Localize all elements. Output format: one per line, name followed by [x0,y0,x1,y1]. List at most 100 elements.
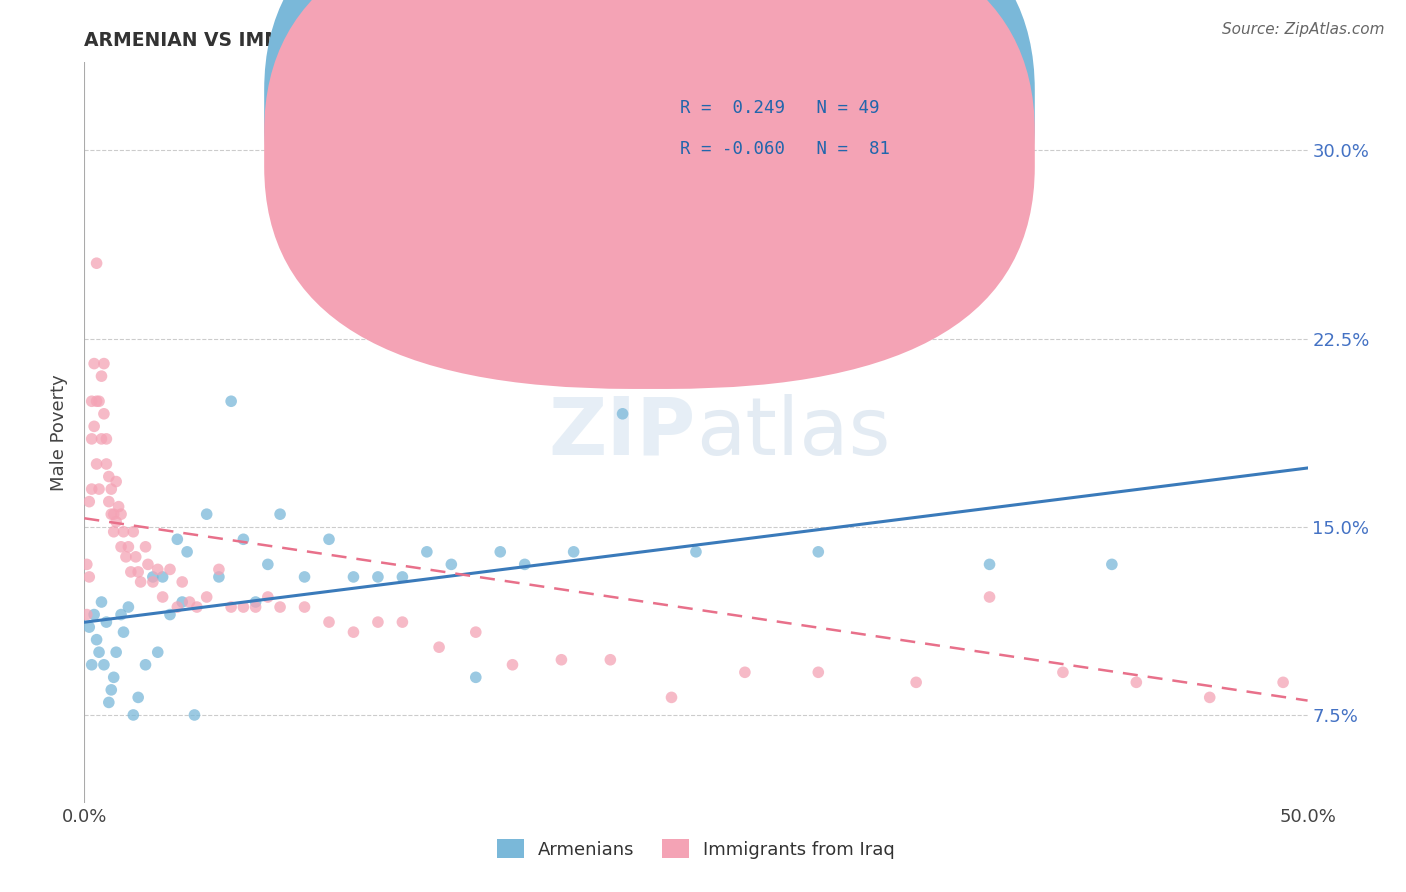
Point [342,570,364,584]
Point [186,600,208,615]
Point [269,507,291,521]
Point [513,558,536,572]
Point [103,524,125,539]
Point [502,657,524,672]
Point [1333,665,1355,680]
Point [76,607,98,622]
FancyBboxPatch shape [610,73,922,181]
Point [136,558,159,572]
Point [416,545,439,559]
Point [257,558,280,572]
Point [90,595,112,609]
Point [1369,653,1392,667]
Point [127,565,149,579]
Point [86,394,108,409]
Point [1358,565,1381,579]
Point [734,665,756,680]
Point [110,540,132,554]
Point [176,545,198,559]
Point [562,545,585,559]
Point [208,570,231,584]
Point [257,590,280,604]
Point [122,708,145,723]
Point [112,625,135,640]
Point [117,600,139,615]
Point [107,500,129,514]
Point [294,600,316,615]
Point [103,670,125,684]
Point [93,657,115,672]
Point [318,615,340,629]
Point [245,595,267,609]
Point [269,600,291,615]
Point [105,475,128,489]
Point [172,595,194,609]
Point [166,533,188,547]
Point [122,524,145,539]
Point [110,607,132,622]
Point [195,507,218,521]
Point [87,645,110,659]
Point [146,645,169,659]
Point [489,545,512,559]
Point [129,574,152,589]
Text: ZIP: ZIP [548,393,696,472]
Point [427,640,450,655]
Point [179,595,201,609]
Point [685,545,707,559]
Point [90,369,112,384]
Point [208,562,231,576]
Point [76,558,98,572]
Point [1125,675,1147,690]
Point [342,625,364,640]
Point [245,600,267,615]
Point [96,457,118,471]
Point [90,432,112,446]
Point [219,394,242,409]
Point [100,507,122,521]
Point [96,432,118,446]
Point [80,394,103,409]
Point [464,670,486,684]
Text: R =  0.249   N = 49: R = 0.249 N = 49 [681,99,880,117]
Point [142,574,165,589]
Point [80,432,103,446]
Point [87,482,110,496]
Point [905,675,928,690]
Point [115,549,138,564]
Point [807,665,830,680]
FancyBboxPatch shape [264,0,1035,348]
Point [1309,690,1331,705]
Point [87,394,110,409]
Point [367,570,389,584]
Text: atlas: atlas [696,393,890,472]
Point [135,657,157,672]
Point [661,690,683,705]
Point [1320,600,1343,615]
Point [105,515,128,529]
Point [166,600,188,615]
Point [77,620,100,634]
Text: Source: ZipAtlas.com: Source: ZipAtlas.com [1222,22,1385,37]
Point [97,695,120,709]
Point [80,657,103,672]
Point [77,570,100,584]
Point [152,570,174,584]
Point [96,615,118,629]
Point [391,615,413,629]
Point [183,708,205,723]
Point [86,457,108,471]
Point [93,357,115,371]
Point [979,558,1001,572]
Point [232,600,254,615]
Point [125,549,148,564]
Point [142,570,165,584]
Point [294,570,316,584]
Point [612,407,634,421]
Point [1198,690,1220,705]
Point [100,482,122,496]
Point [1272,675,1295,690]
Point [146,562,169,576]
Point [367,615,389,629]
Point [97,469,120,483]
